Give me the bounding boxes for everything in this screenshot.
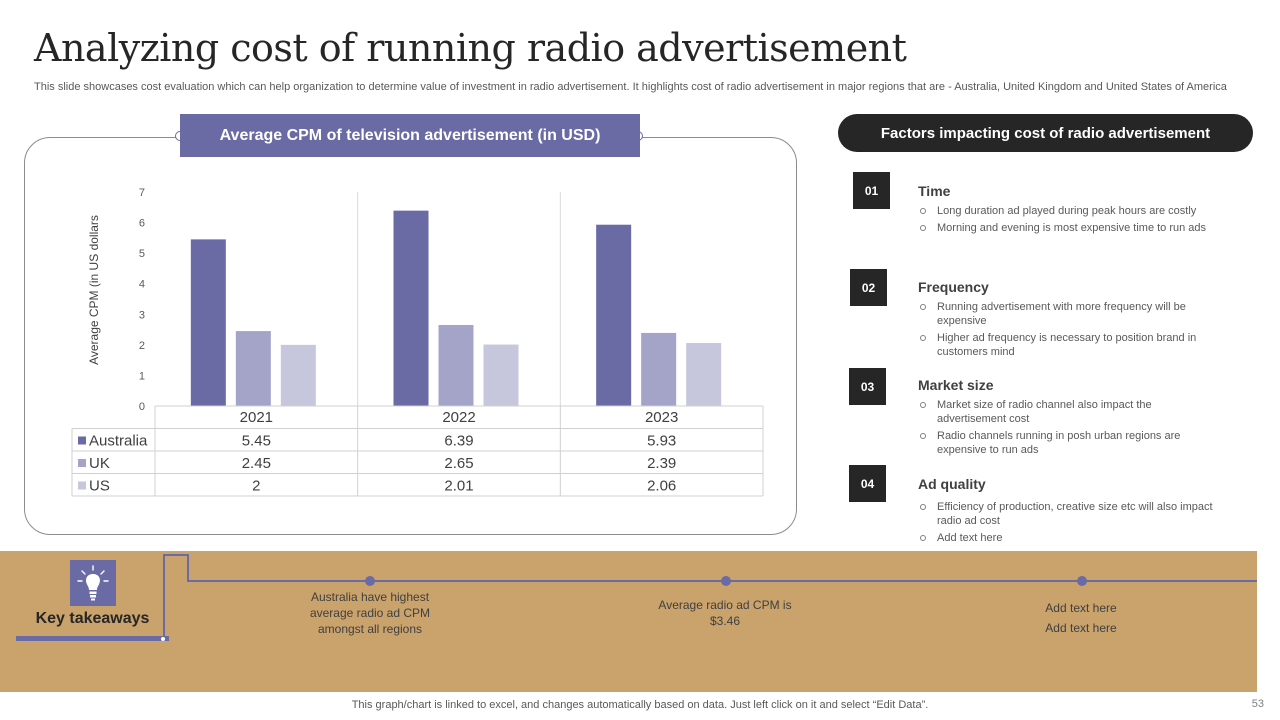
legend-swatch-australia: [78, 436, 86, 445]
y-tick-label: 7: [139, 187, 145, 199]
data-label: 5.93: [647, 433, 676, 450]
data-label: 2: [252, 478, 260, 495]
y-tick-label: 2: [139, 340, 145, 352]
chart-banner: Average CPM of television advertisement …: [180, 114, 640, 157]
x-tick-label: 2023: [645, 409, 678, 426]
y-tick-label: 4: [139, 279, 145, 291]
factor-list-market-size: Market size of radio channel also impact…: [918, 398, 1218, 460]
key-takeaways-label: Key takeaways: [35, 610, 150, 627]
factor-point: Market size of radio channel also impact…: [918, 398, 1218, 426]
data-label: 2.65: [444, 455, 473, 472]
factor-point: Add text here: [918, 531, 1218, 545]
factor-title-ad-quality: Ad quality: [918, 476, 986, 492]
bar-chart[interactable]: 0 1 2 3 4 5 6 7 Average CPM (in US dollars 2021 20…: [0, 0, 800, 540]
x-tick-label: 2021: [240, 409, 273, 426]
legend-swatch-us: [78, 481, 86, 490]
takeaway-text-2: Average radio ad CPM is $3.46: [658, 598, 792, 628]
data-label: 2.01: [444, 478, 473, 495]
timeline-connector: [187, 554, 189, 582]
factor-number-01: 01: [853, 172, 890, 209]
bar-uk-2022: [438, 324, 474, 406]
factor-title-time: Time: [918, 183, 951, 199]
footer-note: This graph/chart is linked to excel, and…: [351, 699, 929, 711]
factor-point: Morning and evening is most expensive ti…: [918, 221, 1238, 235]
bar-uk-2023: [641, 332, 677, 406]
factor-point: Higher ad frequency is necessary to posi…: [918, 331, 1208, 359]
legend-label: UK: [89, 455, 110, 472]
y-tick-label: 3: [139, 309, 145, 321]
factors-header: Factors impacting cost of radio advertis…: [838, 114, 1253, 152]
factor-point: Running advertisement with more frequenc…: [918, 300, 1208, 328]
timeline-dot: [1077, 576, 1087, 586]
timeline-dot: [365, 576, 375, 586]
factor-list-time: Long duration ad played during peak hour…: [918, 204, 1238, 238]
key-takeaways-underline: [16, 636, 169, 641]
bar-australia-2023: [596, 224, 632, 406]
data-label: 2.45: [242, 455, 271, 472]
x-tick-label: 2022: [442, 409, 475, 426]
y-axis-label: Average CPM (in US dollars: [87, 215, 101, 365]
y-tick-label: 6: [139, 218, 145, 230]
factor-point: Long duration ad played during peak hour…: [918, 204, 1238, 218]
factor-point: Radio channels running in posh urban reg…: [918, 429, 1218, 457]
bar-us-2023: [686, 343, 722, 406]
data-label: 2.06: [647, 478, 676, 495]
y-tick-label: 1: [139, 370, 145, 382]
y-tick-label: 5: [139, 248, 145, 260]
data-label: 5.45: [242, 433, 271, 450]
page-title: Analyzing cost of running radio advertis…: [34, 26, 907, 70]
underline-dot: [161, 637, 165, 641]
factor-title-frequency: Frequency: [918, 279, 989, 295]
data-label: 6.39: [444, 433, 473, 450]
factor-number-02: 02: [850, 269, 887, 306]
takeaway-text-1: Australia have highest average radio ad …: [309, 590, 431, 636]
y-tick-label: 0: [139, 401, 145, 413]
factor-number-03: 03: [849, 368, 886, 405]
timeline-dot: [721, 576, 731, 586]
page-subtitle: This slide showcases cost evaluation whi…: [34, 81, 1227, 93]
timeline-connector: [163, 554, 189, 556]
bar-australia-2022: [393, 210, 429, 406]
legend-label: US: [89, 478, 110, 495]
factor-title-market-size: Market size: [918, 377, 994, 393]
bar-australia-2021: [190, 239, 226, 406]
legend-label: Australia: [89, 433, 148, 450]
bar-us-2022: [483, 344, 519, 406]
timeline-connector: [163, 554, 165, 638]
takeaways-band: [0, 551, 1257, 692]
factor-number-04: 04: [849, 465, 886, 502]
bar-uk-2021: [235, 331, 271, 406]
factor-list-frequency: Running advertisement with more frequenc…: [918, 300, 1208, 362]
factor-point: Efficiency of production, creative size …: [918, 500, 1218, 528]
bar-us-2021: [280, 344, 316, 406]
factor-list-ad-quality: Efficiency of production, creative size …: [918, 500, 1218, 548]
data-label: 2.39: [647, 455, 676, 472]
takeaway-text-3: Add text here Add text here: [1045, 601, 1117, 635]
lightbulb-icon: [70, 560, 116, 606]
legend-swatch-uk: [78, 459, 86, 467]
page-number: 53: [1251, 698, 1264, 710]
